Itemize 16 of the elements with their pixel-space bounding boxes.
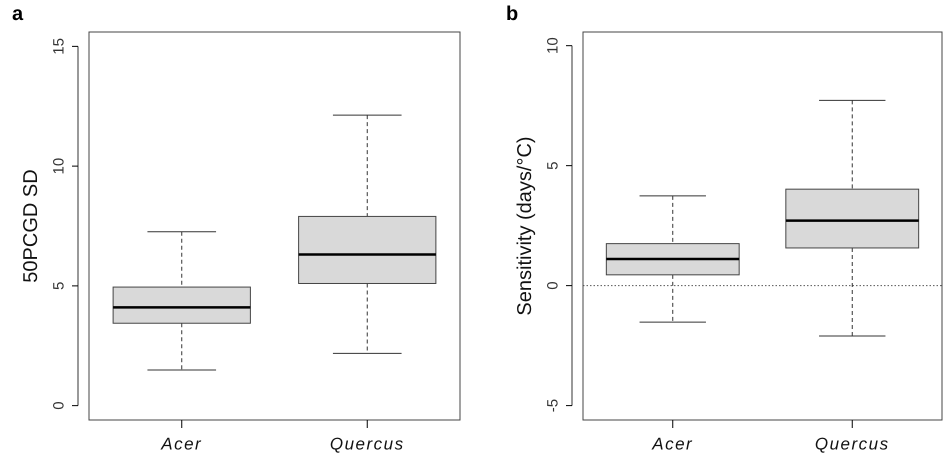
y-tick-label: -5	[544, 398, 562, 412]
y-tick-label: 5	[544, 161, 562, 170]
chart-title: a	[12, 3, 24, 25]
y-axis-title: Sensitivity (days/°C)	[514, 136, 536, 316]
y-tick-label: 0	[544, 281, 562, 290]
y-tick-label: 0	[50, 401, 68, 410]
x-tick-label: Acer	[160, 434, 202, 454]
y-tick-label: 10	[544, 37, 562, 54]
y-tick-label: 5	[50, 282, 68, 290]
chart-title: b	[506, 3, 518, 25]
y-tick-label: 15	[50, 38, 68, 55]
x-tick-label: Quercus	[330, 434, 405, 454]
y-axis-title: 50PCGD SD	[20, 169, 42, 283]
y-tick-label: 10	[50, 158, 68, 174]
x-tick-label: Quercus	[814, 434, 890, 454]
x-tick-label: Acer	[651, 434, 694, 454]
